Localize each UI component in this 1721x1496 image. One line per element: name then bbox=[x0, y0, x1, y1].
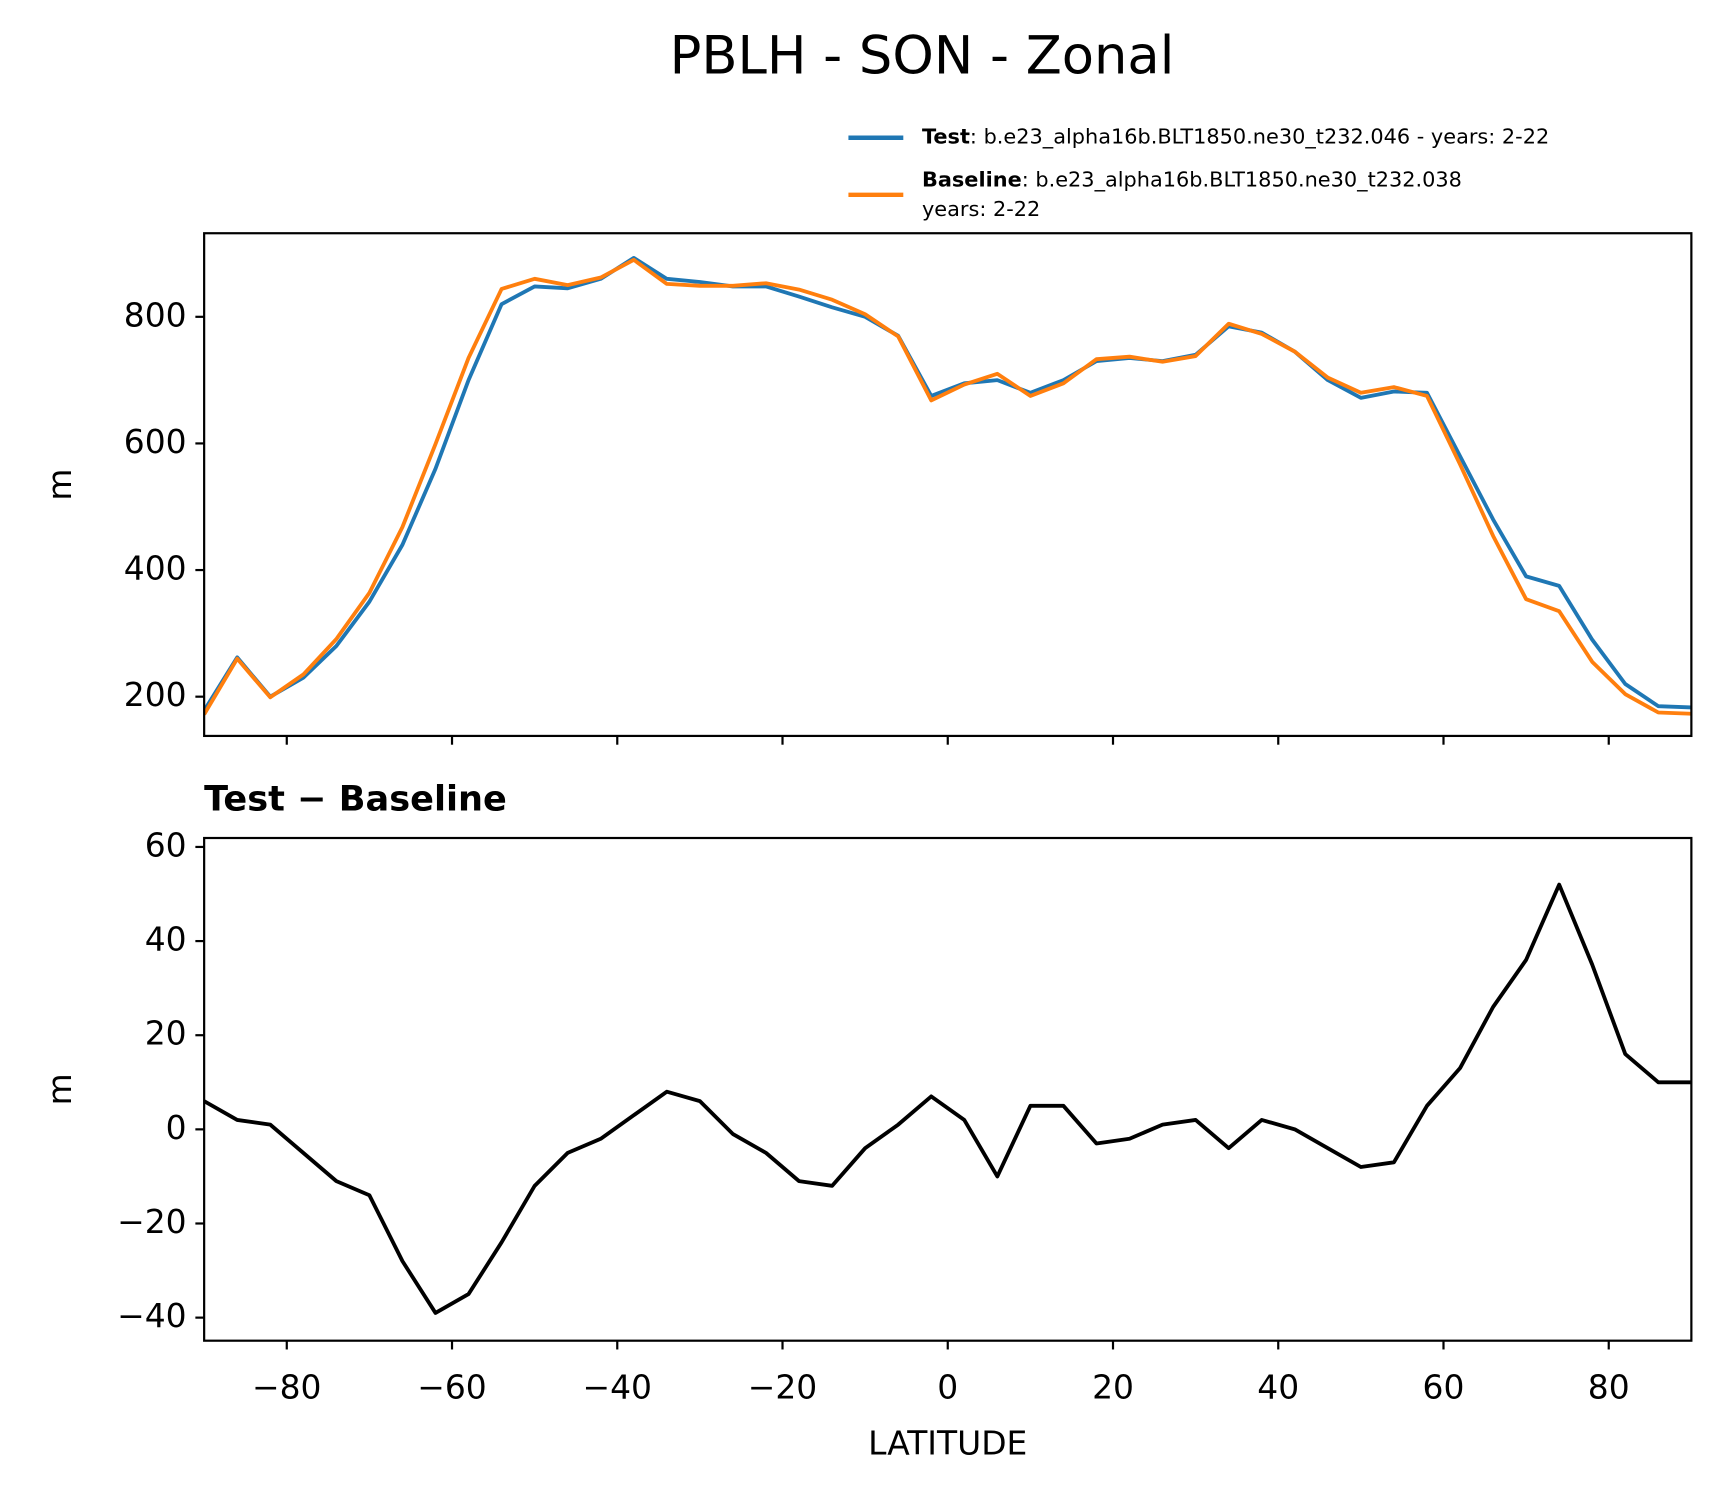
y-tick-label: 400 bbox=[124, 549, 187, 588]
x-tick-label: 40 bbox=[1257, 1367, 1299, 1406]
y-tick-label: 20 bbox=[145, 1014, 187, 1053]
y-tick-label: 60 bbox=[145, 825, 187, 864]
x-tick-label: −60 bbox=[417, 1367, 486, 1406]
y-tick-label: 600 bbox=[124, 422, 187, 461]
legend-entry: Baseline: b.e23_alpha16b.BLT1850.ne30_t2… bbox=[922, 168, 1462, 193]
x-tick-label: −20 bbox=[748, 1367, 817, 1406]
data-line bbox=[204, 256, 1692, 712]
x-tick-label: 60 bbox=[1423, 1367, 1465, 1406]
legend-entry: Test: b.e23_alpha16b.BLT1850.ne30_t232.0… bbox=[922, 125, 1549, 150]
legend-name: Test bbox=[922, 125, 970, 149]
data-line bbox=[204, 882, 1692, 1315]
x-tick-label: 80 bbox=[1588, 1367, 1630, 1406]
legend-description: years: 2-22 bbox=[922, 197, 1040, 221]
y-tick-label: 800 bbox=[124, 295, 187, 334]
legend-name: Baseline bbox=[922, 168, 1022, 192]
chart-title: PBLH - SON - Zonal bbox=[670, 25, 1175, 86]
x-tick-label: −80 bbox=[252, 1367, 321, 1406]
y-tick-label: 0 bbox=[166, 1108, 187, 1147]
y-tick-label: −20 bbox=[117, 1202, 186, 1241]
legend-description: : b.e23_alpha16b.BLT1850.ne30_t232.038 bbox=[1022, 168, 1462, 193]
y-axis-label: m bbox=[40, 469, 79, 501]
data-line bbox=[204, 257, 1692, 716]
y-tick-label: −40 bbox=[117, 1296, 186, 1335]
y-tick-label: 200 bbox=[124, 675, 187, 714]
subplot-title: Test − Baseline bbox=[204, 779, 507, 820]
legend-entry: years: 2-22 bbox=[922, 197, 1040, 221]
x-tick-label: −40 bbox=[583, 1367, 652, 1406]
axes-frame bbox=[203, 836, 1693, 1342]
y-axis-label: m bbox=[40, 1073, 79, 1105]
y-tick-label: 40 bbox=[145, 920, 187, 959]
legend-description: : b.e23_alpha16b.BLT1850.ne30_t232.046 -… bbox=[970, 125, 1549, 150]
x-tick-label: 20 bbox=[1092, 1367, 1134, 1406]
x-axis-label: LATITUDE bbox=[868, 1423, 1027, 1462]
x-tick-label: 0 bbox=[937, 1367, 958, 1406]
